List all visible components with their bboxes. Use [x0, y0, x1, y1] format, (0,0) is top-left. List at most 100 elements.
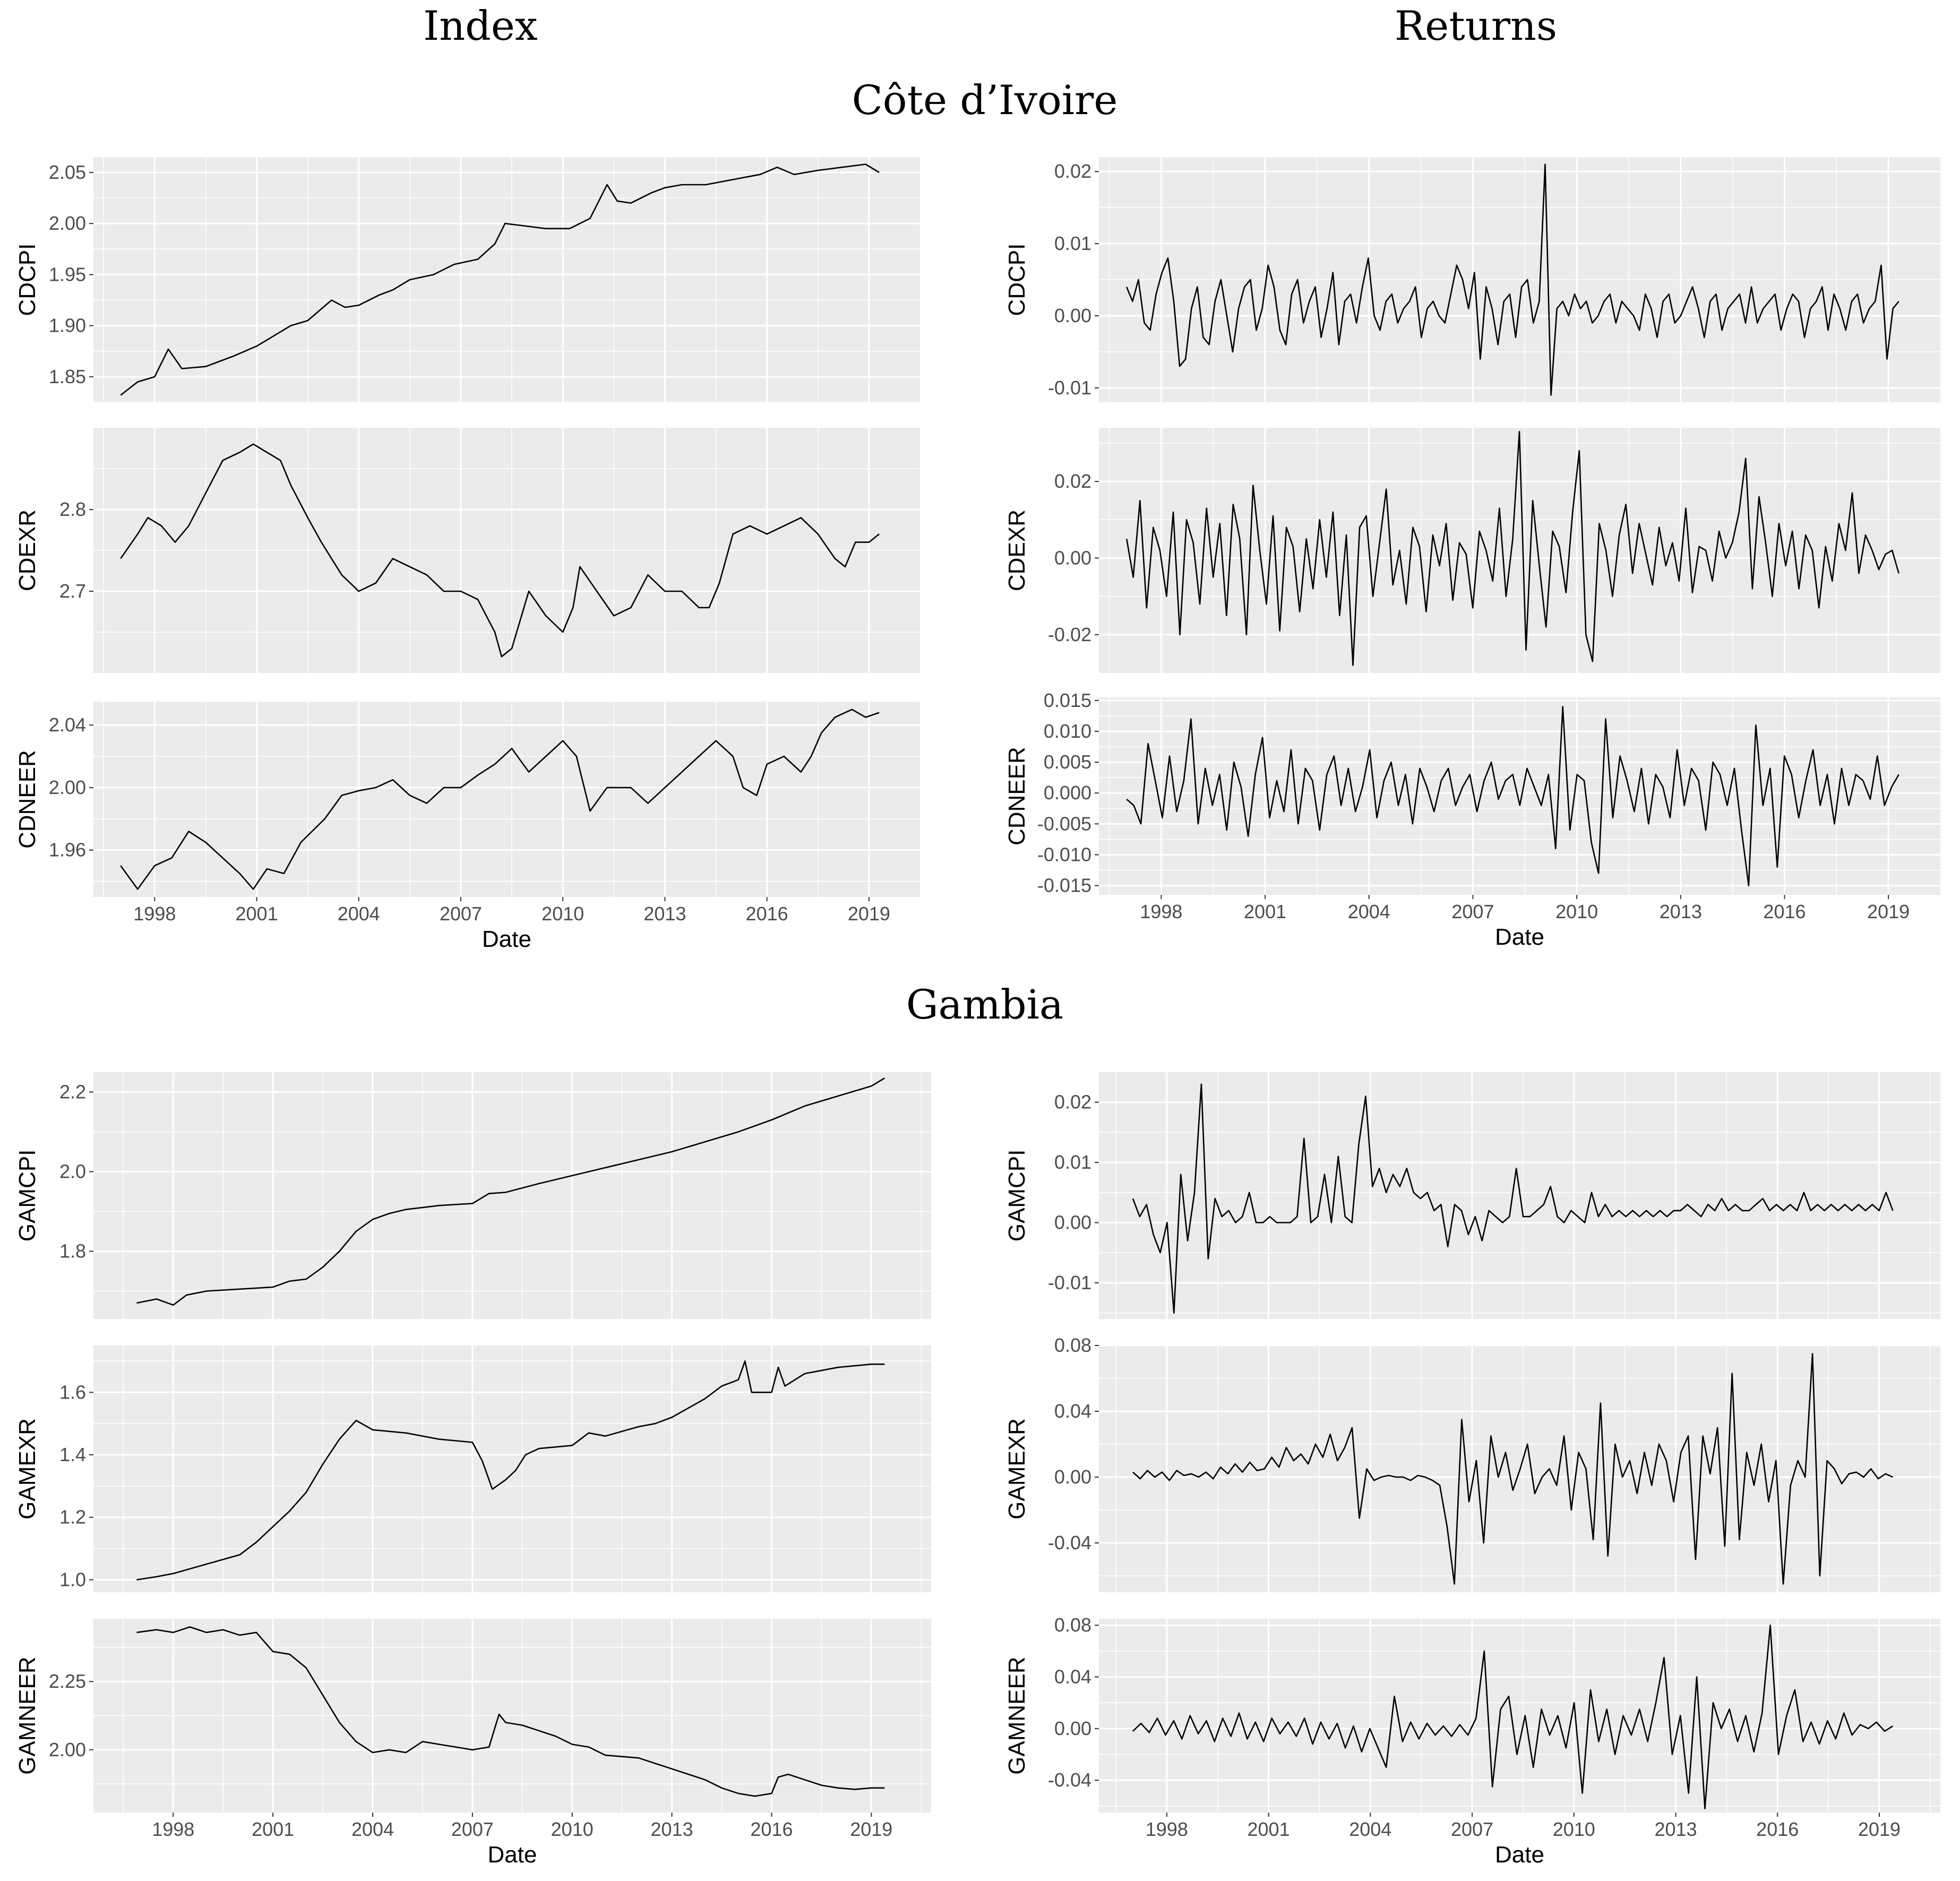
x-tick-label: 2013: [651, 1818, 693, 1840]
x-tick-label: 2001: [252, 1818, 294, 1840]
y-tick-label: 1.4: [59, 1444, 86, 1465]
x-tick-label: 2019: [848, 903, 890, 925]
series-line: [136, 1077, 885, 1306]
y-tick-label: 2.00: [49, 776, 86, 798]
x-tick-label: 2010: [1553, 1818, 1595, 1840]
y-axis-label: GAMNEER: [1004, 1656, 1030, 1774]
y-tick-label: 0.02: [1054, 1091, 1091, 1113]
y-tick-label: -0.01: [1048, 377, 1091, 399]
y-tick-label: -0.04: [1048, 1532, 1091, 1554]
y-tick-label: 0.08: [1054, 1614, 1091, 1636]
y-tick-label: -0.010: [1037, 843, 1091, 865]
series-line: [1132, 1353, 1894, 1585]
x-axis-label: Date: [488, 1842, 537, 1868]
series-line: [1125, 163, 1899, 396]
y-axis-label: CDNEER: [14, 750, 40, 849]
gambia-section-title: Gambia: [906, 981, 1064, 1028]
x-tick-label: 2013: [643, 903, 686, 925]
y-tick-label: 1.95: [49, 263, 86, 285]
y-axis-label: GAMCPI: [1004, 1150, 1030, 1242]
x-tick-label: 2004: [338, 903, 380, 925]
y-tick-label: 0.04: [1054, 1666, 1091, 1688]
series-line: [120, 443, 880, 658]
y-tick-label: 1.2: [59, 1506, 86, 1528]
x-tick-label: 2019: [850, 1818, 892, 1840]
x-tick-label: 2016: [750, 1818, 793, 1840]
x-axis-label: Date: [1495, 924, 1544, 950]
series-line: [1132, 1624, 1894, 1809]
y-tick-label: -0.005: [1037, 813, 1091, 834]
x-tick-label: 2013: [1654, 1818, 1697, 1840]
y-tick-label: 2.00: [49, 1739, 86, 1761]
chart-gam-cpi-ret: -0.01 0.00 0.01 0.02 GAMCPI: [1004, 1072, 1940, 1319]
y-tick-label: 0.01: [1054, 1151, 1091, 1173]
y-tick-label: 0.02: [1054, 470, 1091, 492]
x-tick-label: 2001: [236, 903, 278, 925]
x-tick-label: 2013: [1660, 901, 1702, 922]
series-line: [1132, 1083, 1894, 1314]
series-line: [120, 163, 880, 396]
y-axis-label: GAMEXR: [1004, 1418, 1030, 1520]
x-tick-label: 1998: [1140, 901, 1182, 922]
x-tick-label: 2007: [440, 903, 482, 925]
x-tick-label: 1998: [133, 903, 176, 925]
y-tick-label: -0.04: [1048, 1769, 1091, 1791]
plot-panel: [93, 1072, 931, 1319]
y-tick-label: 0.00: [1054, 1466, 1091, 1488]
x-tick-label: 2010: [1555, 901, 1598, 922]
y-tick-label: 0.02: [1054, 160, 1091, 182]
y-tick-label: 1.0: [59, 1568, 86, 1590]
series-line: [136, 1360, 885, 1581]
x-tick-label: 2001: [1244, 901, 1286, 922]
chart-gam-exr-ret: -0.04 0.00 0.04 0.08 GAMEXR: [1004, 1334, 1940, 1592]
y-tick-label: 0.00: [1054, 1212, 1091, 1233]
chart-cd-cpi-ret: -0.01 0.00 0.01 0.02 CDCPI: [1004, 157, 1940, 402]
x-tick-label: 2019: [1858, 1818, 1901, 1840]
x-tick-label: 2004: [351, 1818, 394, 1840]
y-tick-label: 1.85: [49, 366, 86, 387]
y-axis-label: CDEXR: [14, 510, 40, 591]
x-tick-label: 2016: [1763, 901, 1806, 922]
y-tick-label: 2.04: [49, 714, 86, 736]
y-tick-label: 0.00: [1054, 547, 1091, 568]
y-tick-label: 2.2: [59, 1081, 86, 1103]
chart-gam-neer: 2.00 2.25 1998 2001 2004 2007 2010 2013 2016 2019…: [14, 1619, 931, 1868]
x-tick-label: 2007: [1451, 1818, 1493, 1840]
y-tick-label: 2.0: [59, 1161, 86, 1183]
plot-panel: [1099, 1619, 1940, 1813]
y-tick-label: 0.00: [1054, 1718, 1091, 1739]
x-tick-label: 2016: [746, 903, 788, 925]
x-tick-label: 2001: [1248, 1818, 1290, 1840]
y-axis-label: CDEXR: [1004, 510, 1030, 591]
series-line: [1126, 706, 1899, 886]
y-tick-label: 0.000: [1044, 782, 1091, 804]
y-tick-label: 0.015: [1044, 689, 1091, 711]
y-axis-label: GAMCPI: [14, 1150, 40, 1242]
y-tick-label: 0.00: [1054, 305, 1091, 326]
chart-gam-cpi: 1.8 2.0 2.2 GAMCPI: [14, 1072, 931, 1319]
y-tick-label: 2.7: [59, 580, 86, 602]
x-tick-label: 2019: [1867, 901, 1910, 922]
y-tick-label: 0.005: [1044, 751, 1091, 773]
y-tick-label: 0.01: [1054, 232, 1091, 254]
y-axis-label: CDCPI: [1004, 244, 1030, 316]
x-tick-label: 1998: [1146, 1818, 1188, 1840]
series-line: [1125, 430, 1899, 666]
x-tick-label: 2007: [451, 1818, 494, 1840]
chart-cd-exr-ret: -0.02 0.00 0.02 CDEXR: [1004, 428, 1940, 673]
y-axis-label: CDNEER: [1004, 747, 1030, 845]
y-tick-label: 0.04: [1054, 1400, 1091, 1422]
chart-cd-neer-ret: -0.015 -0.010 -0.005 0.000 0.005 0.010 0.015 19…: [1004, 689, 1940, 950]
index-column-header: Index: [423, 2, 538, 49]
series-line: [120, 709, 880, 890]
y-tick-label: 1.90: [49, 315, 86, 336]
chart-cd-neer: 1.96 2.00 2.04 1998 2001 2004 2007 2010 2013 2016…: [14, 702, 920, 952]
y-tick-label: 0.08: [1054, 1334, 1091, 1356]
y-tick-label: 1.6: [59, 1381, 86, 1403]
y-axis-label: CDCPI: [14, 244, 40, 316]
plot-panel: [93, 157, 920, 402]
series-line: [136, 1626, 885, 1797]
y-axis-label: GAMEXR: [14, 1418, 40, 1520]
x-tick-label: 2010: [541, 903, 584, 925]
